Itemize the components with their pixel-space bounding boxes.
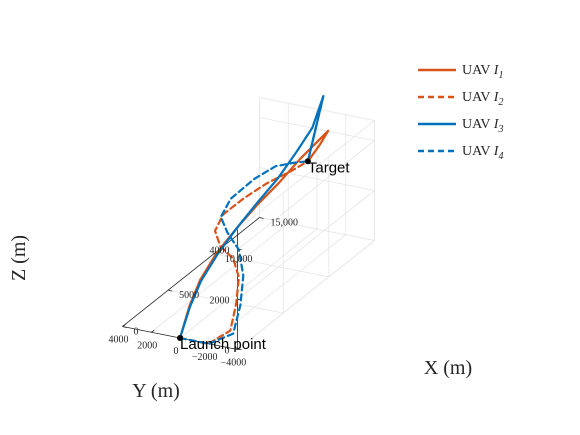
annotation-label: Launch point — [180, 336, 267, 353]
z-tick-label: 4000 — [210, 246, 230, 257]
grid-layer — [122, 97, 375, 350]
y-axis-title: Y (m) — [132, 380, 180, 402]
series-line-4 — [178, 95, 325, 345]
x-tick-label: 5000 — [179, 290, 199, 301]
series-layer — [178, 95, 330, 345]
grid-line — [151, 222, 289, 333]
y-tick-label: 4000 — [109, 335, 129, 346]
z-axis-title: Z (m) — [8, 235, 30, 281]
annotation-label: Target — [308, 159, 351, 176]
x-tick-label: 10,000 — [225, 254, 253, 265]
z-tick-label: 2000 — [210, 296, 230, 307]
x-axis-title: X (m) — [424, 357, 472, 379]
box-edge — [259, 97, 375, 121]
legend-label-2: UAV I2 — [462, 90, 503, 108]
marker-target — [304, 158, 311, 165]
y-tick-label: 2000 — [137, 340, 157, 351]
x-tick — [122, 326, 127, 328]
y-tick — [122, 324, 126, 327]
y-tick-label: 0 — [174, 346, 179, 357]
series-line-3 — [178, 95, 325, 340]
x-tick — [168, 289, 173, 292]
x-tick-label: 15,000 — [271, 218, 299, 229]
y-tick-label: −4000 — [221, 358, 247, 369]
z-tick-label: 0 — [225, 346, 230, 357]
x-tick-label: 0 — [134, 327, 139, 338]
grid-line — [237, 190, 375, 300]
grid-line — [179, 228, 318, 339]
legend: UAV I1 UAV I2 UAV I3 UAV I4 — [418, 63, 503, 162]
grid-line — [237, 140, 375, 250]
x-tick — [259, 217, 264, 219]
annotation-layer: Launch point Target — [177, 158, 350, 353]
x-axis-line — [122, 217, 260, 327]
box-edge — [237, 120, 375, 230]
marker-launch — [177, 335, 183, 341]
legend-label-1: UAV I1 — [462, 63, 503, 81]
y-tick — [151, 329, 155, 333]
legend-label-3: UAV I3 — [462, 117, 503, 135]
legend-label-4: UAV I4 — [462, 144, 503, 162]
y-tick-label: −2000 — [192, 352, 218, 363]
grid-line — [237, 240, 375, 350]
label-layer: 0 2000 4000 −4000−2000 0 2000 4000 0 5000 10,000 1… — [8, 218, 472, 403]
y-tick — [237, 347, 241, 350]
series-line-2 — [178, 160, 309, 345]
